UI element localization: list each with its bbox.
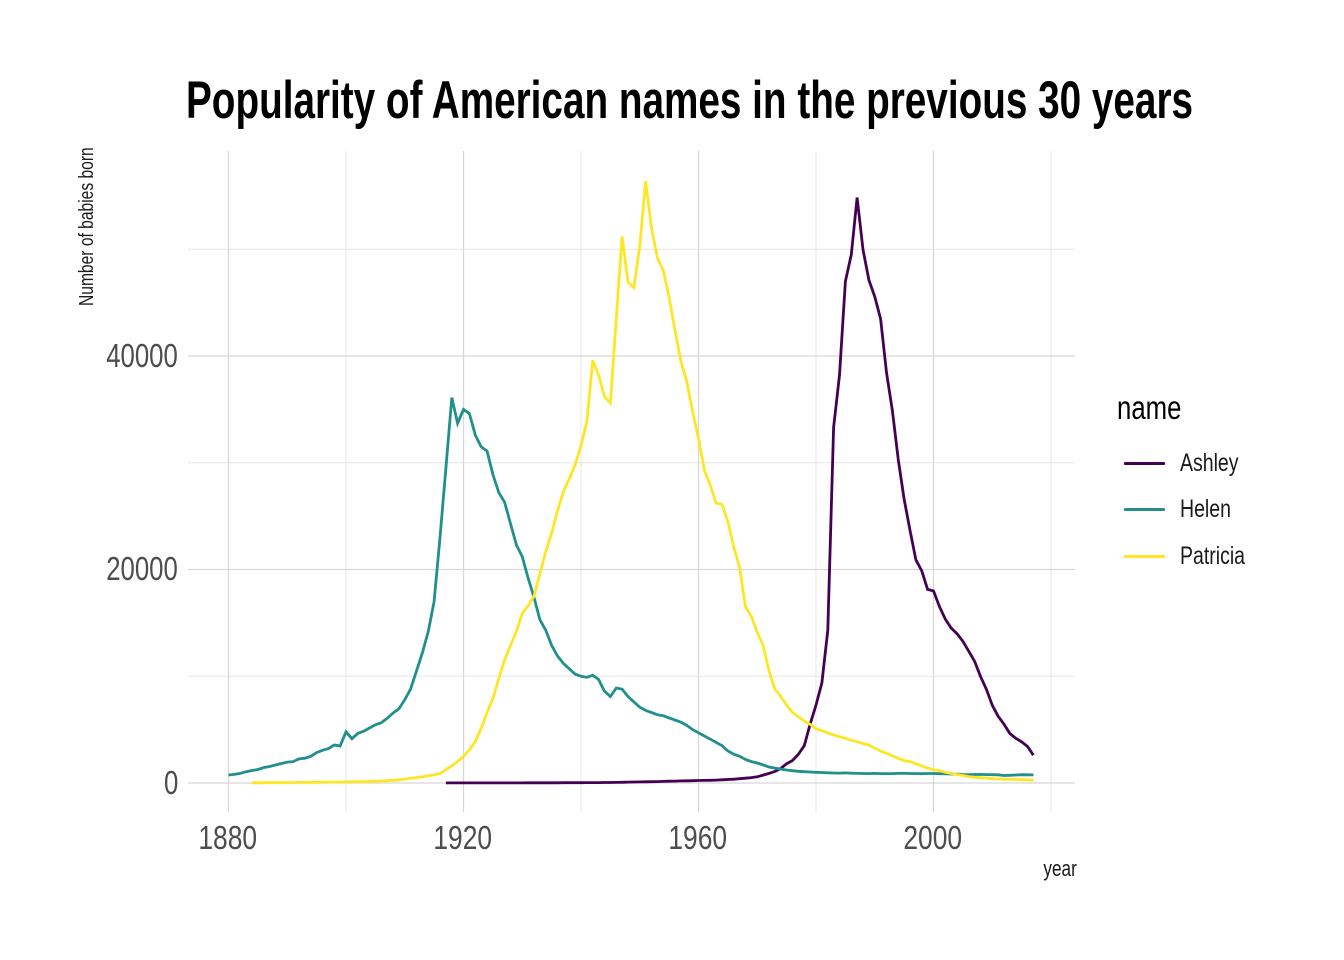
x-tick-label-1920: 1920: [433, 819, 493, 856]
series-line-patricia: [252, 180, 1034, 785]
legend-key-line-ashley: [1124, 461, 1165, 465]
legend-label-patricia: Patricia: [1180, 541, 1246, 570]
legend-key-line-helen: [1124, 508, 1165, 512]
y-tick-label-20000: 20000: [106, 550, 178, 587]
y-tick-label-40000: 40000: [106, 337, 178, 374]
legend-item-ashley: Ashley: [1117, 440, 1239, 487]
legend-item-helen: Helen: [1117, 487, 1231, 534]
series-line-ashley: [445, 197, 1035, 785]
x-axis-title: year: [1043, 856, 1077, 881]
legend-title: name: [1117, 389, 1182, 426]
x-tick-label-1960: 1960: [668, 819, 728, 856]
legend: name Ashley Helen Patricia: [1117, 389, 1245, 580]
legend-label-helen: Helen: [1180, 495, 1231, 524]
legend-item-patricia: Patricia: [1117, 533, 1245, 580]
series-line-helen: [228, 397, 1034, 777]
x-tick-label-2000: 2000: [903, 819, 963, 856]
legend-label-ashley: Ashley: [1180, 448, 1239, 477]
page-title: Popularity of American names in the prev…: [186, 71, 1194, 130]
legend-key-line-patricia: [1124, 554, 1165, 558]
x-tick-label-1880: 1880: [198, 819, 258, 856]
y-tick-label-0: 0: [163, 764, 178, 801]
y-axis-title: Number of babies born: [76, 147, 98, 306]
